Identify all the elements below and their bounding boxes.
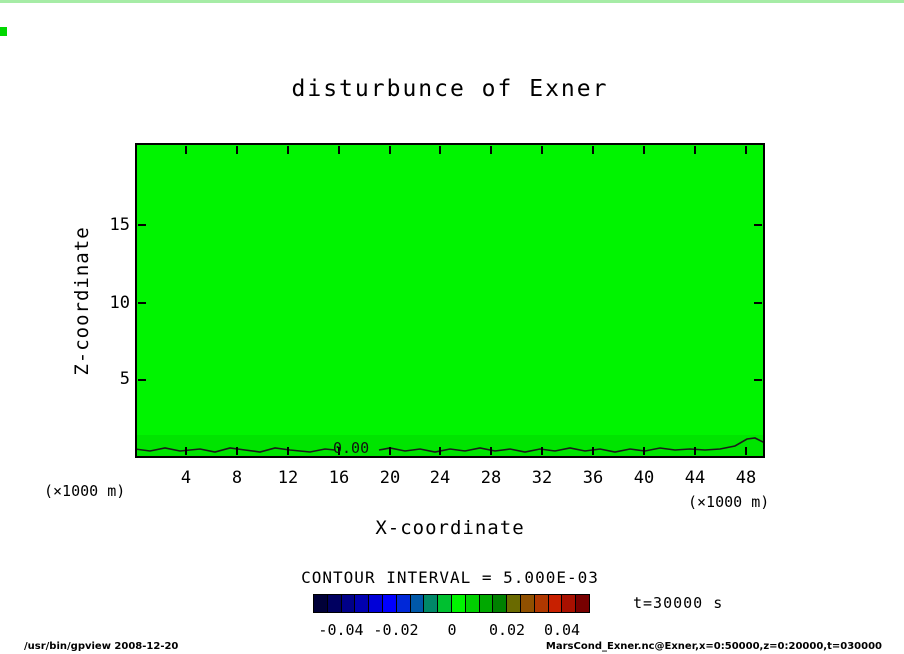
colorbar-segment (451, 595, 466, 612)
zero-contour-line (378, 437, 765, 453)
plot-area: 0.00 (135, 143, 765, 458)
y-axis-ticks (138, 224, 146, 381)
colorbar-segment (369, 595, 383, 612)
colorbar-segment (424, 595, 439, 612)
surface-band (137, 435, 763, 456)
x-axis-top-ticks (185, 146, 747, 154)
x-tick-label: 12 (277, 468, 299, 488)
colorbar-segment (327, 595, 342, 612)
colorbar-tick-label: 0 (447, 621, 457, 639)
window-top-strip (0, 0, 904, 3)
x-tick-label: 16 (328, 468, 350, 488)
colorbar-segment (534, 595, 549, 612)
colorbar-segment (341, 595, 356, 612)
colorbar-segment (396, 595, 411, 612)
x-tick-label: 44 (684, 468, 706, 488)
colorbar-tick-label: -0.02 (373, 621, 419, 639)
x-tick-label: 48 (735, 468, 757, 488)
colorbar-segment (314, 595, 328, 612)
y-axis-right-ticks (754, 224, 762, 381)
y-tick-label: 10 (109, 293, 130, 313)
window-corner-mark (0, 27, 7, 36)
colorbar-segment (465, 595, 480, 612)
colorbar-segment (382, 595, 397, 612)
zero-contour-label: 0.00 (333, 439, 370, 457)
x-axis-title: X-coordinate (375, 517, 525, 539)
footer-file-text: MarsCond_Exner.nc@Exner,x=0:50000,z=0:20… (545, 641, 882, 652)
x-tick-label: 20 (379, 468, 401, 488)
colorbar-segment (548, 595, 563, 612)
colorbar-segment (355, 595, 370, 612)
plot-frame (135, 143, 765, 458)
y-tick-label: 5 (119, 369, 130, 389)
colorbar-tick-label: -0.04 (318, 621, 364, 639)
colorbar-segment (493, 595, 508, 612)
x-tick-label: 32 (531, 468, 553, 488)
y-tick-label: 15 (109, 215, 130, 235)
x-tick-label: 40 (633, 468, 655, 488)
plot-canvas (135, 143, 765, 458)
colorbar-gradient (313, 594, 590, 613)
x-axis-ticks (185, 447, 747, 455)
colorbar-tick-label: 0.04 (543, 621, 581, 639)
colorbar-segment (562, 595, 577, 612)
colorbar-tick-label: 0.02 (488, 621, 526, 639)
chart-title: disturbunce of Exner (291, 76, 609, 102)
colorbar-segment (479, 595, 494, 612)
time-label: t=30000 s (633, 594, 724, 612)
x-tick-label: 36 (582, 468, 604, 488)
x-tick-label: 24 (429, 468, 451, 488)
colorbar-segment (576, 595, 589, 612)
colorbar-segment (520, 595, 535, 612)
x-tick-label: 4 (180, 468, 192, 488)
x-tick-label: 28 (480, 468, 502, 488)
colorbar-segment (438, 595, 452, 612)
footer-command-text: /usr/bin/gpview 2008-12-20 (24, 641, 179, 652)
y-axis-title: Z-coordinate (71, 226, 93, 376)
contour-interval-label: CONTOUR INTERVAL = 5.000E-03 (301, 568, 599, 587)
colorbar-segment (507, 595, 521, 612)
x-unit-right: (×1000 m) (688, 493, 770, 511)
x-tick-label: 8 (231, 468, 243, 488)
colorbar-segment (410, 595, 425, 612)
x-unit-left: (×1000 m) (44, 482, 126, 500)
